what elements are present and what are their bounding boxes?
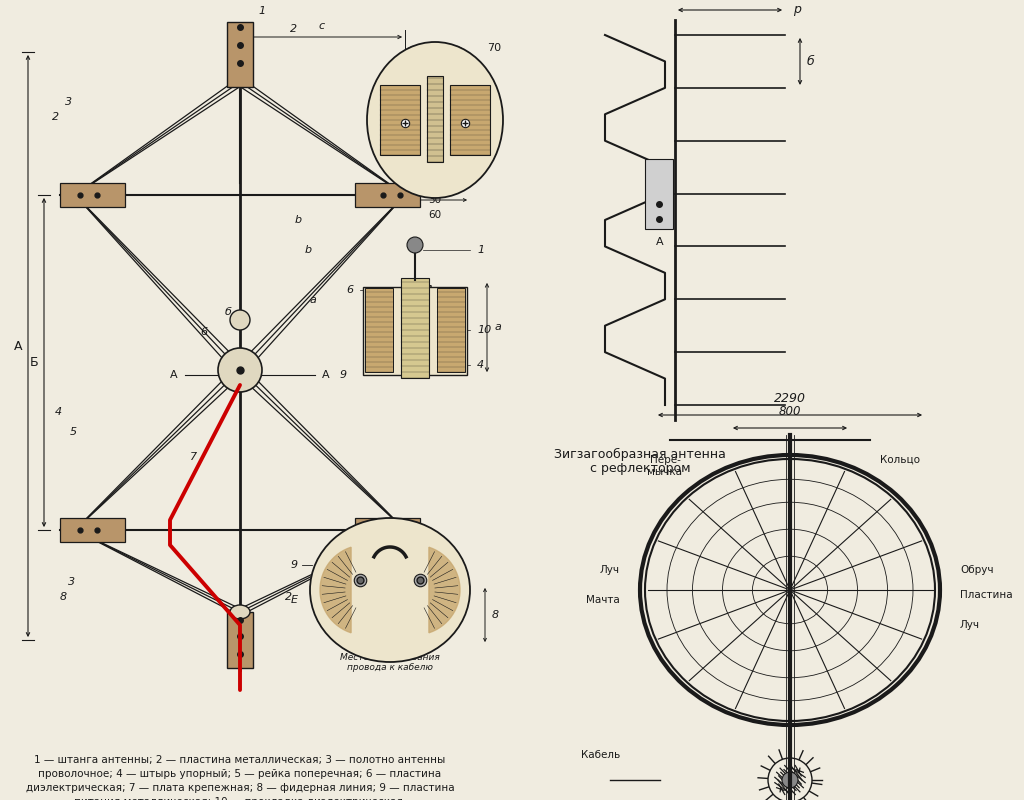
Text: 6: 6 xyxy=(346,285,353,295)
FancyBboxPatch shape xyxy=(227,612,253,668)
Circle shape xyxy=(230,310,250,330)
Polygon shape xyxy=(321,547,351,633)
Text: 5: 5 xyxy=(70,427,77,437)
Text: А: А xyxy=(656,238,664,247)
Bar xyxy=(427,76,443,162)
Text: Луч: Луч xyxy=(961,620,980,630)
Text: Место привязывания
провода к кабелю: Место привязывания провода к кабелю xyxy=(340,653,440,672)
Bar xyxy=(380,85,420,155)
Text: проволочное; 4 — штырь упорный; 5 — рейка поперечная; 6 — пластина: проволочное; 4 — штырь упорный; 5 — рейк… xyxy=(39,769,441,779)
Bar xyxy=(437,288,465,372)
Text: 2: 2 xyxy=(52,112,59,122)
Text: a: a xyxy=(310,295,316,305)
Text: с рефлектором: с рефлектором xyxy=(590,462,690,475)
Text: Обруч: Обруч xyxy=(961,565,993,575)
FancyBboxPatch shape xyxy=(227,22,253,87)
Text: Мачта: Мачта xyxy=(587,595,620,605)
FancyBboxPatch shape xyxy=(60,183,125,207)
Text: Пере-
мычка: Пере- мычка xyxy=(647,455,683,477)
Text: б: б xyxy=(225,307,231,317)
Text: диэлектрическая; 7 — плата крепежная; 8 — фидерная линия; 9 — пластина: диэлектрическая; 7 — плата крепежная; 8 … xyxy=(26,783,455,793)
Text: b: b xyxy=(295,215,302,225)
Text: 800: 800 xyxy=(778,405,801,418)
Text: 8: 8 xyxy=(60,592,68,602)
Text: питания металлическая; 10 — прокладка диэлектрическая.: питания металлическая; 10 — прокладка ди… xyxy=(74,797,407,800)
Ellipse shape xyxy=(367,42,503,198)
Bar xyxy=(401,278,429,378)
Bar xyxy=(645,158,673,229)
FancyBboxPatch shape xyxy=(355,518,420,542)
Text: по А-А: по А-А xyxy=(396,285,433,295)
Text: р: р xyxy=(793,3,801,17)
Text: 4: 4 xyxy=(477,360,484,370)
Ellipse shape xyxy=(310,518,470,662)
Text: A: A xyxy=(13,339,22,353)
FancyBboxPatch shape xyxy=(60,518,125,542)
Text: 9: 9 xyxy=(291,560,298,570)
Text: Кабель: Кабель xyxy=(581,750,620,760)
Text: E: E xyxy=(291,595,298,605)
Text: 9: 9 xyxy=(340,370,347,380)
FancyBboxPatch shape xyxy=(355,183,420,207)
Text: a: a xyxy=(495,322,502,332)
Text: 1: 1 xyxy=(258,6,265,16)
Circle shape xyxy=(407,237,423,253)
Bar xyxy=(450,85,490,155)
Text: 1: 1 xyxy=(477,245,484,255)
Text: б: б xyxy=(807,55,815,68)
Circle shape xyxy=(218,348,262,392)
Text: Пластина: Пластина xyxy=(961,590,1013,600)
Text: 3: 3 xyxy=(65,97,72,107)
Circle shape xyxy=(782,772,798,788)
Text: A: A xyxy=(170,370,178,380)
Text: A: A xyxy=(322,370,330,380)
Text: Зигзагообразная антенна: Зигзагообразная антенна xyxy=(554,448,726,461)
Text: 6: 6 xyxy=(200,327,207,337)
Text: Б: Б xyxy=(30,355,38,369)
Text: 30: 30 xyxy=(428,195,441,205)
Text: 4: 4 xyxy=(55,407,62,417)
Polygon shape xyxy=(429,547,460,633)
Text: 2: 2 xyxy=(285,592,292,602)
Text: 60: 60 xyxy=(428,210,441,220)
Text: Кольцо: Кольцо xyxy=(880,455,920,465)
Text: Луч: Луч xyxy=(600,565,620,575)
Text: 1 — штанга антенны; 2 — пластина металлическая; 3 — полотно антенны: 1 — штанга антенны; 2 — пластина металли… xyxy=(35,755,445,765)
Text: b: b xyxy=(305,245,312,255)
Circle shape xyxy=(768,758,812,800)
Ellipse shape xyxy=(230,605,250,619)
Text: 7: 7 xyxy=(190,452,198,462)
Text: 3: 3 xyxy=(68,577,75,587)
Text: 8: 8 xyxy=(492,610,499,620)
Text: 70: 70 xyxy=(487,43,501,53)
Text: 10: 10 xyxy=(477,325,492,335)
Text: 2290: 2290 xyxy=(774,392,806,405)
Text: c: c xyxy=(318,21,325,31)
Bar xyxy=(365,288,393,372)
Text: 2: 2 xyxy=(290,24,297,34)
Bar xyxy=(362,287,467,375)
